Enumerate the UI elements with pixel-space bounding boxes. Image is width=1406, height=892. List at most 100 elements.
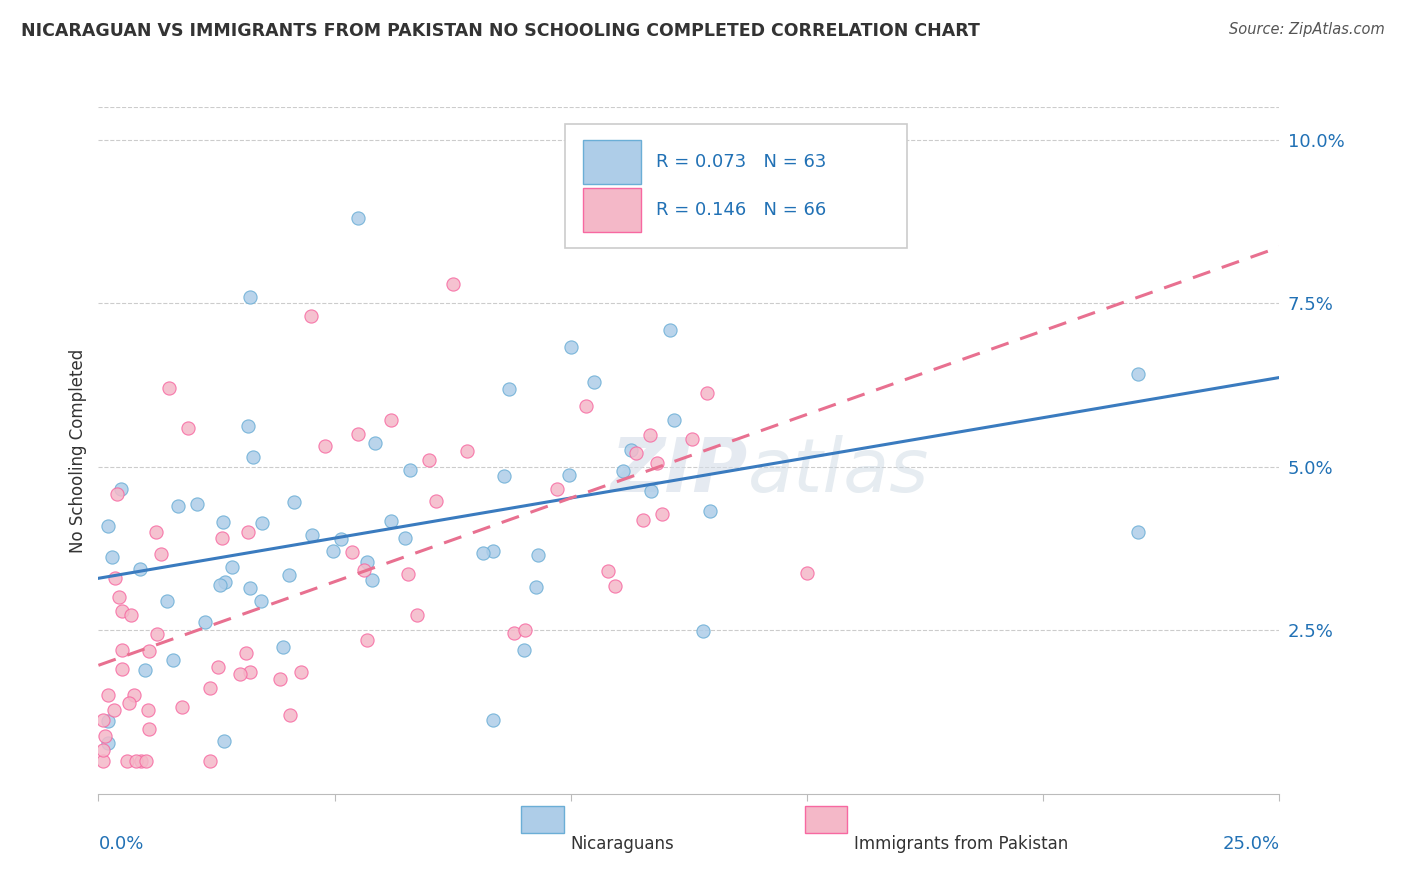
Point (269, 672, 291, 686)
Text: NICARAGUAN VS IMMIGRANTS FROM PAKISTAN NO SCHOOLING COMPLETED CORRELATION CHART: NICARAGUAN VS IMMIGRANTS FROM PAKISTAN N… (21, 22, 980, 40)
Point (110, 483, 132, 497)
Point (575, 400, 598, 414)
Point (692, 624, 714, 638)
Point (503, 625, 526, 640)
Point (314, 439, 336, 453)
Point (104, 571, 127, 585)
Point (212, 734, 235, 748)
Point (97, 519, 120, 533)
Point (394, 531, 416, 545)
Y-axis label: No Schooling Completed: No Schooling Completed (69, 349, 87, 552)
Point (662, 413, 685, 427)
Point (162, 653, 184, 667)
Point (207, 660, 229, 674)
Point (547, 482, 569, 496)
FancyBboxPatch shape (582, 140, 641, 184)
Point (194, 615, 217, 629)
Point (145, 524, 167, 539)
Point (626, 446, 648, 460)
Point (278, 707, 301, 722)
Point (208, 578, 231, 592)
Point (150, 547, 173, 561)
FancyBboxPatch shape (804, 806, 848, 833)
Point (681, 433, 703, 447)
Point (405, 608, 427, 623)
Point (236, 419, 259, 434)
Point (235, 646, 257, 660)
Point (299, 310, 322, 324)
Point (120, 607, 142, 622)
Point (250, 593, 273, 607)
Point (134, 663, 156, 677)
Point (250, 516, 273, 530)
Point (221, 559, 243, 574)
Point (111, 604, 134, 618)
Point (170, 699, 193, 714)
Point (322, 544, 344, 558)
Point (1126, 525, 1149, 540)
Point (494, 469, 516, 483)
Point (699, 504, 721, 518)
Point (651, 508, 673, 522)
Point (97, 688, 120, 702)
Point (105, 487, 128, 501)
Point (638, 428, 661, 442)
Point (211, 531, 233, 545)
Point (598, 564, 620, 578)
Point (353, 563, 375, 577)
Point (200, 754, 222, 768)
Point (214, 574, 236, 589)
Point (138, 703, 160, 717)
Point (176, 421, 198, 435)
Point (605, 578, 627, 592)
Point (471, 545, 494, 559)
Point (396, 566, 419, 581)
Point (398, 463, 420, 477)
Point (498, 382, 520, 396)
FancyBboxPatch shape (582, 188, 641, 232)
Text: 25.0%: 25.0% (1222, 835, 1279, 853)
Point (364, 436, 387, 450)
Point (103, 703, 125, 717)
Point (418, 452, 440, 467)
Point (441, 277, 464, 291)
Point (560, 340, 582, 354)
Point (512, 643, 534, 657)
Point (111, 643, 134, 657)
Point (157, 381, 180, 395)
Text: ZIP: ZIP (610, 434, 748, 508)
Point (481, 544, 503, 558)
Point (425, 494, 447, 508)
Point (347, 427, 370, 442)
Point (796, 566, 818, 580)
Point (482, 713, 505, 727)
Point (347, 211, 370, 226)
Text: atlas: atlas (748, 435, 929, 507)
Point (135, 754, 157, 768)
Point (138, 722, 160, 736)
Point (100, 549, 122, 564)
Point (330, 532, 353, 546)
Point (696, 386, 718, 401)
Point (93, 743, 115, 757)
Point (659, 323, 682, 337)
Point (125, 754, 148, 768)
Point (108, 590, 131, 604)
Point (277, 567, 299, 582)
Point (129, 754, 152, 768)
Text: R = 0.146   N = 66: R = 0.146 N = 66 (655, 201, 827, 219)
Point (620, 442, 643, 457)
Point (380, 514, 402, 528)
Point (1126, 367, 1149, 381)
Point (527, 548, 550, 562)
FancyBboxPatch shape (522, 806, 564, 833)
Text: R = 0.073   N = 63: R = 0.073 N = 63 (655, 153, 827, 171)
Point (647, 456, 669, 470)
Point (242, 450, 264, 464)
Point (340, 544, 363, 558)
Point (380, 413, 402, 427)
Point (239, 290, 262, 304)
Point (138, 644, 160, 658)
Point (301, 528, 323, 542)
Point (93, 730, 115, 744)
